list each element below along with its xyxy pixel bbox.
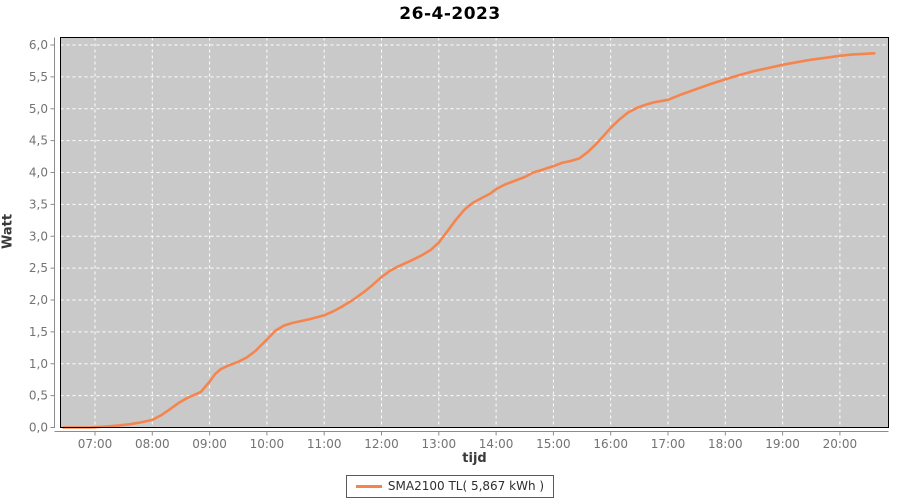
y-tick-label: 4,5 — [29, 134, 48, 148]
y-tick-label: 5,0 — [29, 102, 48, 116]
x-tick-label: 17:00 — [651, 437, 686, 451]
x-tick-label: 19:00 — [765, 437, 800, 451]
y-tick-label: 2,5 — [29, 261, 48, 275]
legend-label: SMA2100 TL( 5,867 kWh ) — [387, 479, 545, 493]
y-tick-label: 2,0 — [29, 293, 48, 307]
x-tick-label: 13:00 — [422, 437, 457, 451]
y-tick-label: 1,5 — [29, 325, 48, 339]
x-tick-label: 16:00 — [593, 437, 628, 451]
y-tick-label: 3,5 — [29, 197, 48, 211]
x-axis-title: tijd — [462, 451, 487, 466]
x-tick-label: 10:00 — [250, 437, 285, 451]
plot-border — [60, 37, 889, 428]
y-tick-label: 3,0 — [29, 229, 48, 243]
y-tick-label: 5,5 — [29, 70, 48, 84]
legend-box: SMA2100 TL( 5,867 kWh ) — [345, 475, 555, 498]
y-axis-title: Watt — [0, 213, 16, 250]
y-tick-label: 0,0 — [29, 421, 48, 435]
chart-title: 26-4-2023 — [399, 4, 501, 24]
x-tick-label: 09:00 — [192, 437, 227, 451]
y-tick-label: 0,5 — [29, 389, 48, 403]
legend: SMA2100 TL( 5,867 kWh ) — [0, 475, 900, 498]
x-tick-label: 15:00 — [536, 437, 571, 451]
x-tick-label: 07:00 — [78, 437, 113, 451]
plot-background — [60, 37, 889, 428]
x-tick-label: 20:00 — [823, 437, 858, 451]
y-tick-label: 6,0 — [29, 38, 48, 52]
y-tick-label: 4,0 — [29, 166, 48, 180]
x-tick-label: 11:00 — [307, 437, 342, 451]
series-line — [62, 51, 876, 429]
x-tick-label: 14:00 — [479, 437, 514, 451]
x-tick-label: 08:00 — [135, 437, 170, 451]
legend-line-swatch — [355, 484, 382, 488]
x-tick-label: 18:00 — [708, 437, 743, 451]
y-tick-label: 1,0 — [29, 357, 48, 371]
x-tick-label: 12:00 — [364, 437, 399, 451]
